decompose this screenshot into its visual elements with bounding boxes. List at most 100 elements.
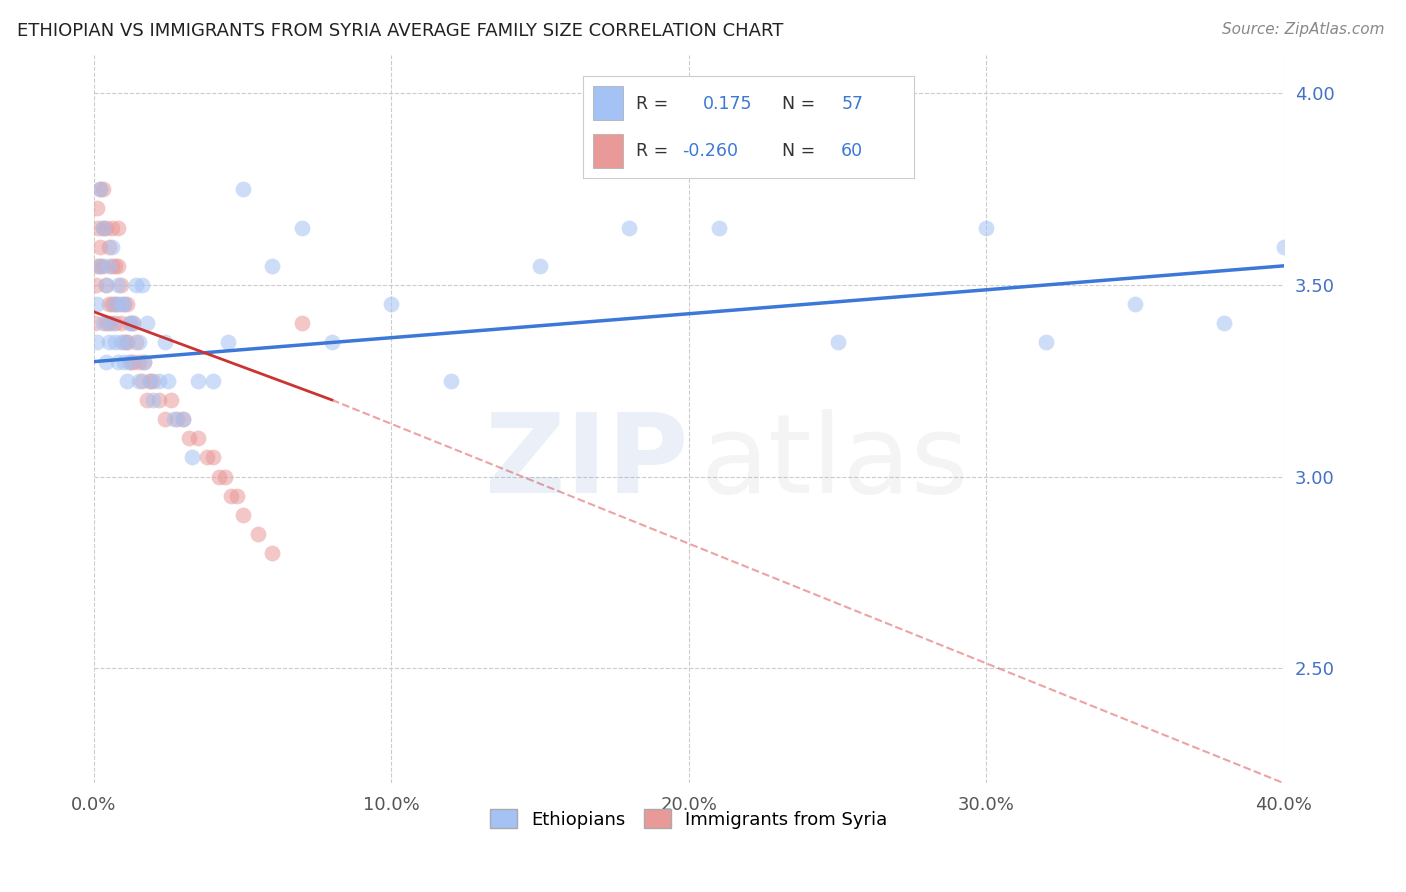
Point (115, 335, 138, 350)
Point (97, 240, 120, 254)
Point (112, 297, 135, 311)
Point (1213, 316, 1236, 330)
FancyBboxPatch shape (593, 135, 623, 168)
Point (142, 392, 165, 407)
Point (160, 392, 183, 407)
Point (121, 316, 143, 330)
Point (214, 469, 236, 483)
Point (84, 316, 107, 330)
Point (121, 316, 143, 330)
Point (86, 202, 108, 216)
Point (86, 335, 108, 350)
Point (112, 335, 135, 350)
Text: N =: N = (782, 142, 815, 160)
Point (91, 316, 114, 330)
Point (827, 335, 849, 350)
Point (201, 450, 224, 465)
Point (84, 278, 107, 293)
Point (974, 220, 997, 235)
Point (208, 469, 231, 483)
Point (86, 297, 108, 311)
Point (118, 316, 141, 330)
Point (121, 354, 143, 368)
Point (195, 450, 218, 465)
Point (321, 335, 343, 350)
Point (201, 374, 224, 388)
Point (89, 259, 111, 273)
Point (232, 508, 254, 522)
Point (89, 240, 111, 254)
Point (104, 335, 127, 350)
Point (112, 354, 135, 368)
Point (110, 335, 132, 350)
Text: R =: R = (637, 142, 669, 160)
Point (155, 335, 177, 350)
Point (148, 374, 170, 388)
Point (87, 220, 110, 235)
Point (707, 220, 730, 235)
Point (148, 392, 170, 407)
Point (172, 412, 194, 426)
Text: R =: R = (637, 95, 669, 112)
Text: atlas: atlas (700, 409, 969, 516)
Point (89, 259, 111, 273)
Point (94, 316, 117, 330)
Point (100, 259, 122, 273)
Point (94, 278, 117, 293)
Point (112, 297, 135, 311)
Point (100, 240, 122, 254)
Point (100, 297, 122, 311)
Point (104, 297, 127, 311)
Point (91, 220, 114, 235)
Point (291, 220, 314, 235)
Point (115, 335, 138, 350)
Point (187, 431, 209, 445)
Point (246, 527, 269, 541)
Text: Source: ZipAtlas.com: Source: ZipAtlas.com (1222, 22, 1385, 37)
Point (172, 412, 194, 426)
Point (128, 374, 150, 388)
Point (187, 374, 209, 388)
Point (1123, 297, 1146, 311)
Point (262, 259, 284, 273)
Text: ZIP: ZIP (485, 409, 689, 516)
Point (118, 354, 141, 368)
Point (97, 297, 120, 311)
Point (118, 316, 141, 330)
FancyBboxPatch shape (593, 87, 623, 120)
Point (104, 316, 127, 330)
Text: N =: N = (782, 95, 815, 112)
Point (142, 374, 165, 388)
Point (232, 182, 254, 196)
Point (219, 489, 242, 503)
Point (89, 182, 111, 196)
Point (131, 374, 153, 388)
Point (94, 278, 117, 293)
Point (139, 374, 162, 388)
Point (115, 297, 138, 311)
Point (86, 259, 108, 273)
Point (97, 335, 120, 350)
Point (97, 259, 120, 273)
Point (110, 316, 132, 330)
Point (380, 297, 402, 311)
Point (104, 297, 127, 311)
Point (529, 259, 551, 273)
Point (91, 220, 114, 235)
Point (107, 220, 129, 235)
Point (291, 316, 314, 330)
Point (163, 412, 186, 426)
Point (181, 450, 204, 465)
Point (1035, 335, 1057, 350)
Point (177, 431, 200, 445)
Point (89, 182, 111, 196)
Text: 57: 57 (841, 95, 863, 112)
Text: 60: 60 (841, 142, 863, 160)
Point (100, 220, 122, 235)
Point (136, 316, 159, 330)
Point (139, 374, 162, 388)
Point (107, 354, 129, 368)
Point (107, 278, 129, 293)
Point (104, 259, 127, 273)
Point (97, 316, 120, 330)
